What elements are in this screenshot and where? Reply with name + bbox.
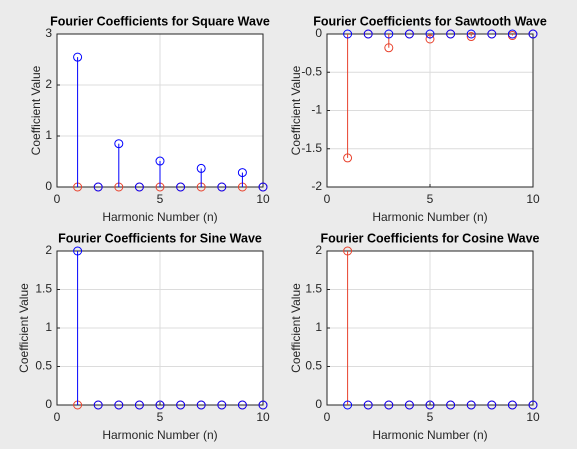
y-tick-label: 0 [315, 26, 322, 40]
x-tick-label: 0 [54, 192, 61, 206]
y-tick-label: 1 [45, 320, 52, 334]
stem-marker [466, 32, 476, 42]
y-tick-label: 1 [315, 320, 322, 334]
stem-marker [528, 400, 538, 410]
y-tick-label: 3 [45, 26, 52, 40]
x-tick-label: 10 [256, 410, 270, 424]
y-tick-label: 1 [45, 128, 52, 142]
x-axis-label: Harmonic Number (n) [102, 210, 217, 224]
stem-marker [487, 29, 497, 39]
stem-marker [343, 153, 353, 163]
y-axis-label: Coefficient Value [17, 283, 31, 373]
stem-marker [363, 400, 373, 410]
stem-marker [404, 400, 414, 410]
y-tick-label: 1.5 [35, 282, 52, 296]
stem-marker [93, 182, 103, 192]
chart-title: Fourier Coefficients for Sawtooth Wave [313, 14, 547, 28]
x-tick-label: 5 [157, 410, 164, 424]
y-tick-label: 1.5 [305, 282, 322, 296]
stem-marker [258, 182, 268, 192]
y-tick-label: 2 [45, 77, 52, 91]
y-tick-label: 0 [315, 397, 322, 411]
y-tick-label: -2 [311, 179, 322, 193]
stem-marker [363, 29, 373, 39]
y-tick-label: 2 [315, 243, 322, 257]
stem-marker [446, 400, 456, 410]
stem-marker [237, 400, 247, 410]
x-tick-label: 0 [324, 192, 331, 206]
stem-marker [343, 246, 353, 256]
stem-marker [466, 29, 476, 39]
y-tick-label: 0.5 [305, 359, 322, 373]
stem-marker [134, 182, 144, 192]
stem-marker [73, 52, 83, 62]
x-axis-label: Harmonic Number (n) [372, 210, 487, 224]
y-axis-label: Coefficient Value [289, 65, 303, 155]
stem-marker [384, 43, 394, 53]
stem-marker [404, 29, 414, 39]
axes-box [326, 250, 534, 406]
y-tick-label: 0 [45, 397, 52, 411]
y-tick-label: 2 [45, 243, 52, 257]
y-tick-label: -1 [311, 103, 322, 117]
stem-marker [343, 400, 353, 410]
stem-marker [237, 168, 247, 178]
stem-marker [176, 182, 186, 192]
stem-marker [466, 400, 476, 410]
stem-marker [384, 29, 394, 39]
stem-marker [507, 400, 517, 410]
stem-marker [258, 400, 268, 410]
stem-marker [196, 400, 206, 410]
stem-marker [217, 400, 227, 410]
stem-marker [114, 139, 124, 149]
chart-title: Fourier Coefficients for Cosine Wave [320, 231, 539, 245]
stem-marker [93, 400, 103, 410]
y-tick-label: 0 [45, 179, 52, 193]
stem-marker [384, 400, 394, 410]
stem-marker [425, 34, 435, 44]
y-axis-label: Coefficient Value [289, 283, 303, 373]
x-axis-label: Harmonic Number (n) [372, 428, 487, 442]
stem-marker [343, 29, 353, 39]
stem-marker [217, 182, 227, 192]
x-tick-label: 0 [54, 410, 61, 424]
stem-marker [425, 29, 435, 39]
stem-marker [528, 29, 538, 39]
y-axis-label: Coefficient Value [29, 65, 43, 155]
x-axis-label: Harmonic Number (n) [102, 428, 217, 442]
x-tick-label: 10 [526, 410, 540, 424]
stem-marker [176, 400, 186, 410]
stem-marker [155, 400, 165, 410]
y-tick-label: -1.5 [301, 141, 322, 155]
stem-marker [425, 400, 435, 410]
stem-marker [446, 29, 456, 39]
y-tick-label: -0.5 [301, 64, 322, 78]
x-tick-label: 0 [324, 410, 331, 424]
stem-marker [114, 400, 124, 410]
stem-marker [507, 29, 517, 39]
stem-marker [155, 156, 165, 166]
stem-marker [134, 400, 144, 410]
stem-marker [196, 163, 206, 173]
x-tick-label: 5 [427, 410, 434, 424]
x-tick-label: 10 [256, 192, 270, 206]
stem-marker [487, 400, 497, 410]
chart-title: Fourier Coefficients for Square Wave [50, 14, 270, 28]
chart-title: Fourier Coefficients for Sine Wave [58, 231, 262, 245]
x-tick-label: 5 [427, 192, 434, 206]
stem-marker [73, 246, 83, 256]
axes-box [56, 250, 264, 406]
y-tick-label: 0.5 [35, 359, 52, 373]
x-tick-label: 10 [526, 192, 540, 206]
x-tick-label: 5 [157, 192, 164, 206]
